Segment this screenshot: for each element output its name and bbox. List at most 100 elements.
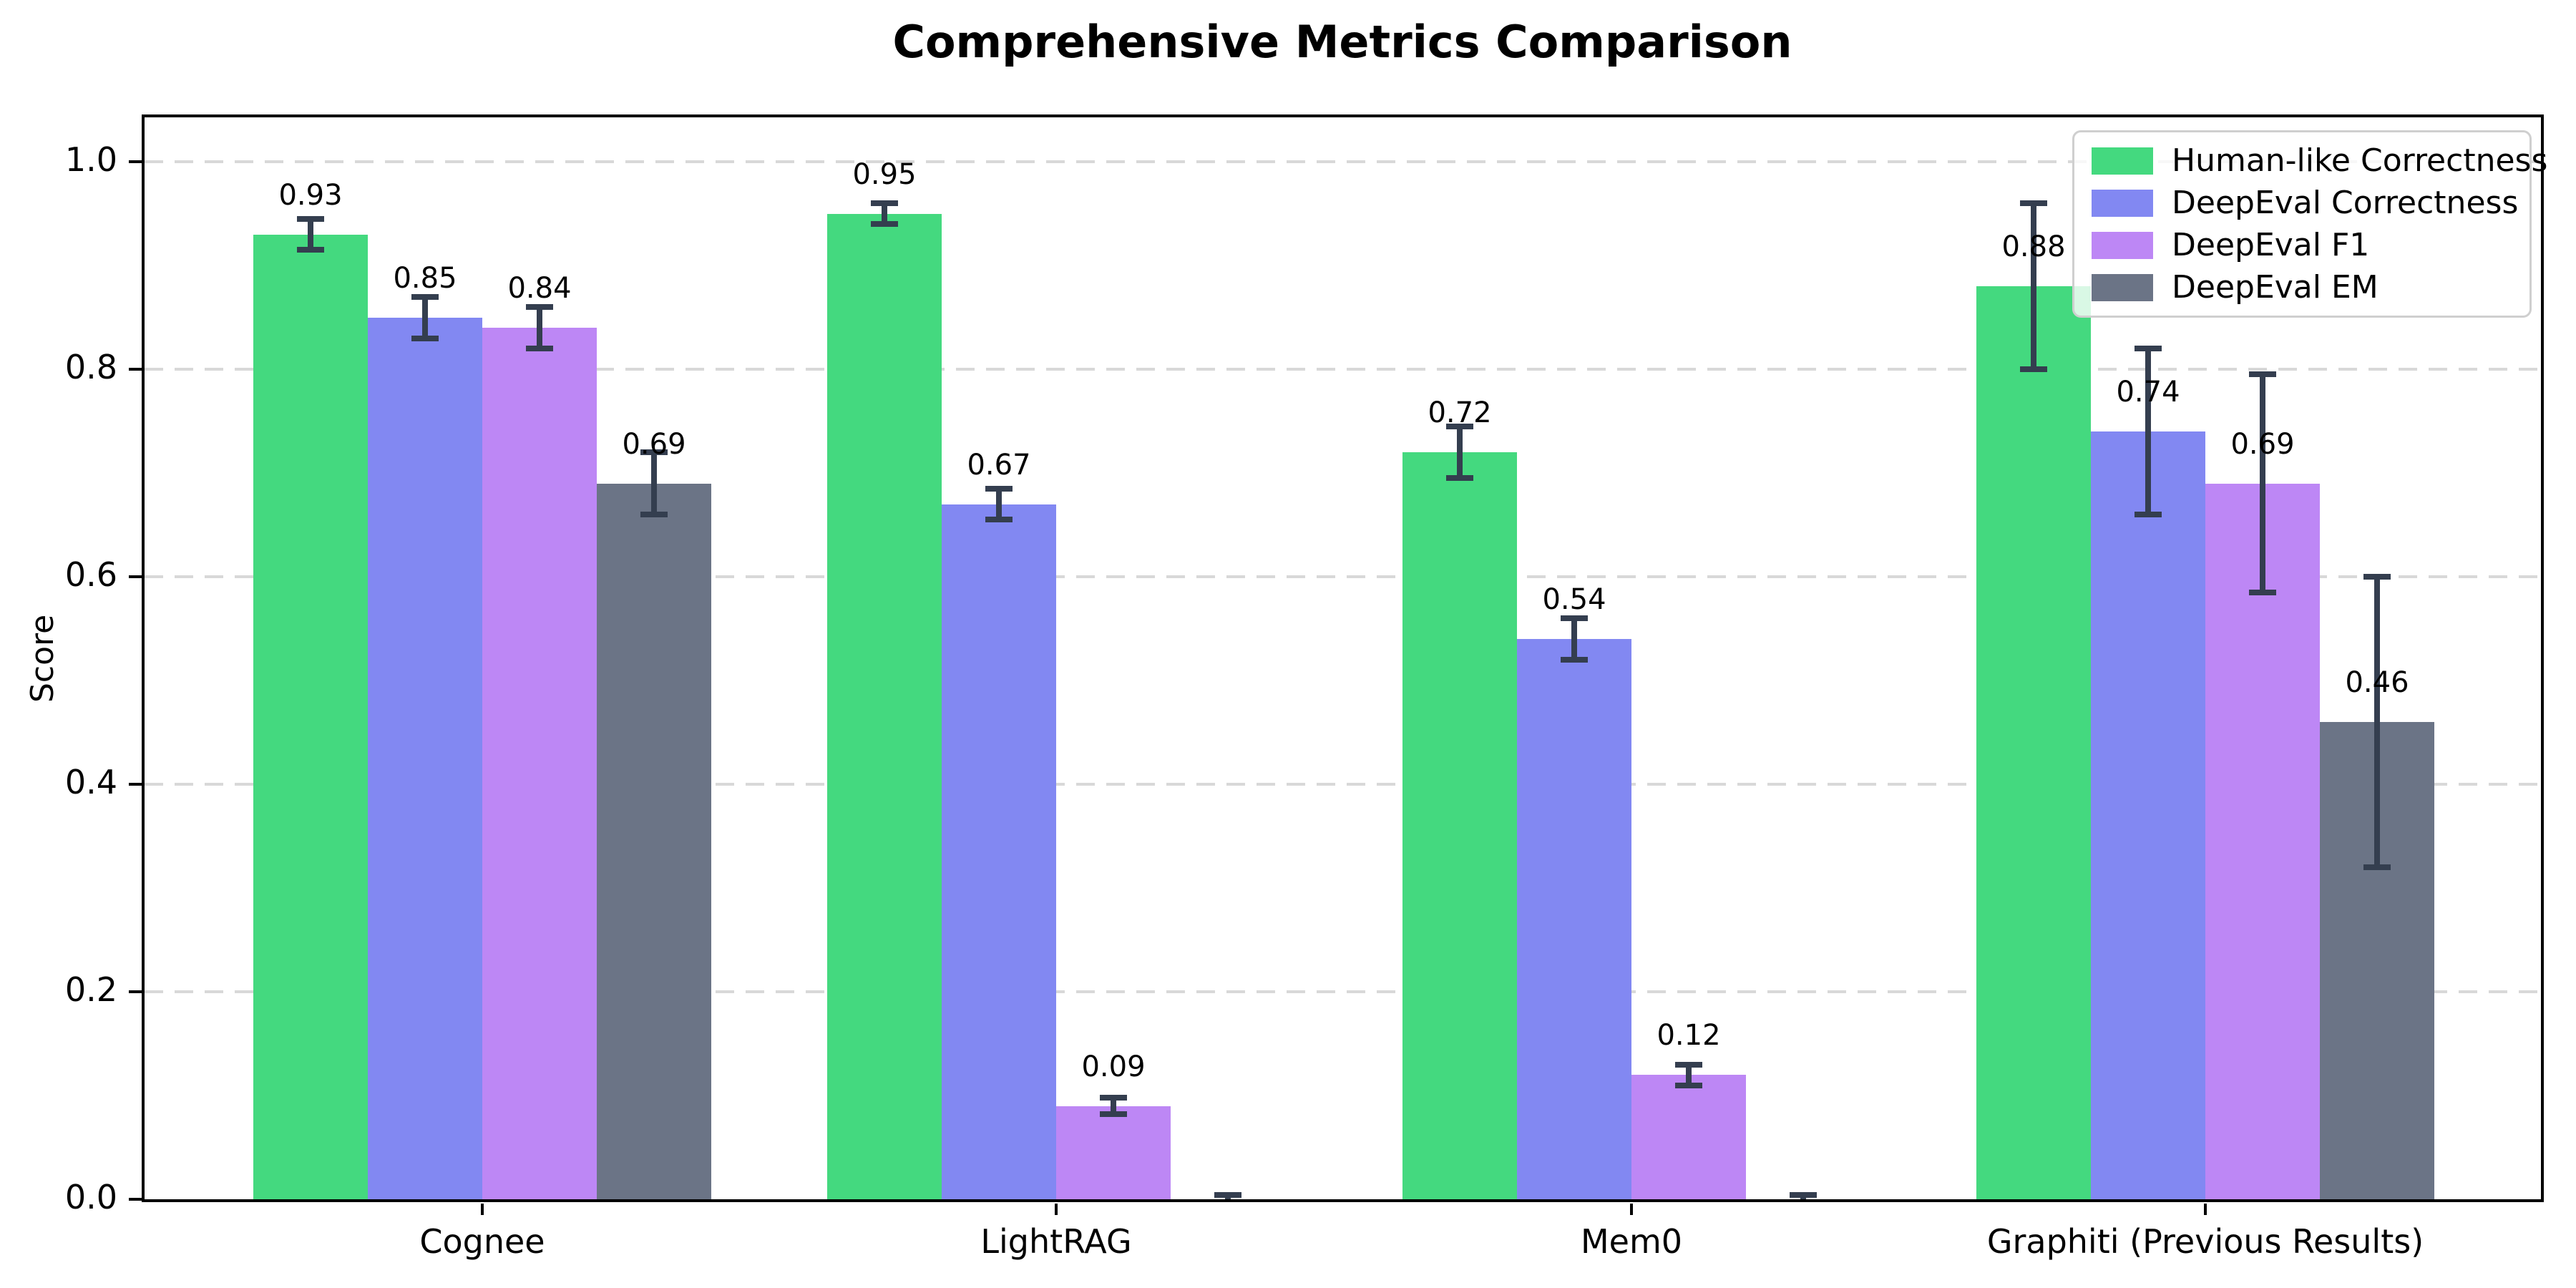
error-bar-cap-top [411,293,439,300]
bar [2091,431,2205,1199]
value-label: 0.69 [622,427,686,461]
bar [1517,639,1631,1199]
legend-item-label: DeepEval F1 [2172,227,2370,263]
error-bar-cap-top [1790,1192,1817,1199]
y-tick-label: 0.8 [64,348,117,386]
x-tick-mark [1630,1204,1633,1215]
error-bar-cap-top [640,449,668,455]
y-tick-mark [129,783,142,786]
error-bar-cap-top [1561,615,1588,621]
value-label: 0.74 [2116,376,2180,409]
error-bar-cap-bottom [1675,1082,1702,1088]
x-tick-label: LightRAG [980,1222,1132,1261]
error-bar-cap-top [297,215,324,222]
x-tick-mark [1055,1204,1058,1215]
value-label: 0.46 [2345,666,2409,699]
legend-swatch [2092,231,2153,259]
x-tick-label: Graphiti (Previous Results) [1986,1222,2424,1261]
value-label: 0.12 [1657,1019,1721,1052]
bar [1402,452,1517,1199]
error-bar-cap-bottom [640,512,668,517]
error-bar-cap-top [2020,200,2047,206]
error-bar [651,452,657,514]
y-tick-mark [129,160,142,163]
error-bar [1111,1097,1116,1115]
bar [1631,1075,1746,1199]
value-label: 0.85 [393,261,457,295]
value-label: 0.88 [2001,230,2066,263]
bar [827,213,942,1199]
error-bar-cap-bottom [2249,589,2276,595]
value-label: 0.93 [278,178,343,212]
y-tick-label: 0.4 [64,763,117,801]
error-bar [308,218,313,250]
bar [368,317,482,1199]
y-axis-label: Score [24,614,61,703]
error-bar-cap-bottom [2135,512,2162,517]
gridline [145,368,2541,371]
value-label: 0.69 [2230,427,2295,461]
error-bar-cap-top [985,485,1013,492]
error-bar-cap-bottom [2020,366,2047,372]
legend-swatch [2092,273,2153,301]
error-bar-cap-top [871,200,898,206]
error-bar [2260,374,2265,592]
bar [1976,286,2091,1199]
error-bar [1571,618,1577,660]
error-bar [2031,203,2036,369]
error-bar [1457,426,1463,479]
gridline [145,575,2541,578]
bar [2205,483,2320,1199]
x-tick-mark [481,1204,484,1215]
error-bar [882,203,887,224]
error-bar-cap-bottom [985,517,1013,523]
value-label: 0.09 [1081,1050,1146,1083]
value-label: 0.67 [967,448,1031,482]
legend-item: DeepEval EM [2092,269,2512,306]
error-bar-cap-top [1100,1094,1127,1101]
error-bar [537,307,542,348]
value-label: 0.72 [1428,396,1492,429]
x-tick-label: Cognee [419,1222,545,1261]
bar [942,504,1056,1199]
gridline [145,990,2541,993]
x-tick-mark [2204,1204,2207,1215]
legend-swatch [2092,189,2153,217]
error-bar [1686,1064,1692,1085]
error-bar-cap-top [1675,1061,1702,1068]
error-bar-cap-bottom [1100,1111,1127,1118]
y-tick-mark [129,575,142,578]
bar [597,483,711,1199]
error-bar [2145,348,2151,514]
gridline [145,160,2541,163]
error-bar [2374,577,2380,867]
y-tick-mark [129,368,142,371]
error-bar [422,296,428,338]
x-tick-label: Mem0 [1580,1222,1683,1261]
error-bar-cap-top [1214,1192,1241,1199]
legend: Human-like Correctness DeepEval Correctne… [2072,130,2547,318]
legend-item-label: DeepEval Correctness [2172,185,2519,221]
error-bar-cap-bottom [871,221,898,227]
y-tick-label: 0.0 [64,1178,117,1216]
value-label: 0.54 [1542,583,1606,616]
y-tick-label: 0.2 [64,970,117,1009]
error-bar-cap-bottom [297,247,324,253]
bar [1056,1106,1171,1199]
error-bar-cap-bottom [1561,657,1588,663]
y-tick-mark [129,1198,142,1201]
error-bar-cap-bottom [1446,475,1473,482]
legend-swatch [2092,147,2153,175]
error-bar-cap-top [2249,371,2276,378]
legend-item-label: DeepEval EM [2172,269,2379,306]
bar [482,328,597,1199]
chart-title: Comprehensive Metrics Comparison [892,16,1792,68]
error-bar-cap-top [2135,346,2162,351]
legend-item-label: Human-like Correctness [2172,142,2548,179]
error-bar-cap-top [2363,574,2391,580]
y-tick-label: 0.6 [64,555,117,594]
value-label: 0.95 [852,157,917,191]
bar [253,234,368,1199]
error-bar-cap-top [1446,423,1473,429]
